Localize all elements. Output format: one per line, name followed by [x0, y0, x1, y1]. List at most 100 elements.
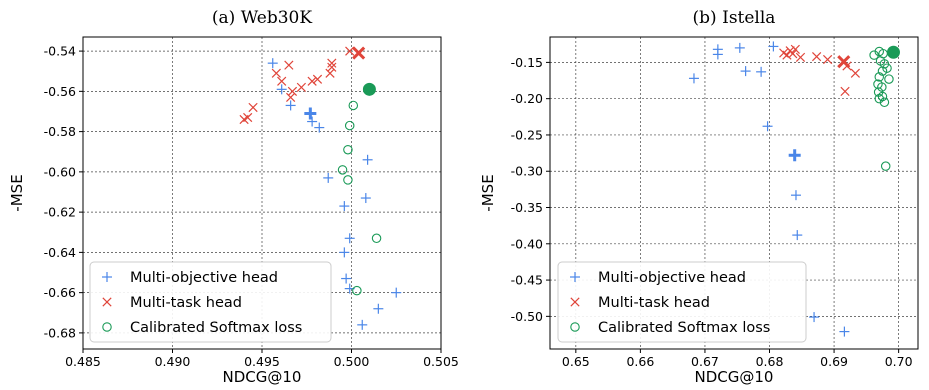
chart-panel-2: (b) Istella 0.65 0.66 0.67 0.68 0.69 0.70 -0.15…	[479, 8, 919, 386]
data-point	[874, 72, 885, 82]
data-point	[285, 100, 296, 111]
highlight-point	[837, 55, 851, 69]
data-point	[307, 116, 318, 127]
data-point	[344, 120, 355, 131]
data-point	[344, 233, 355, 244]
y-tick-label: -0.15	[511, 55, 543, 70]
data-point	[850, 68, 860, 78]
data-point	[712, 49, 723, 60]
data-point	[276, 84, 287, 95]
legend-box	[89, 261, 332, 343]
series-multi-task	[779, 44, 860, 97]
y-tick-label: -0.40	[511, 236, 543, 251]
y-tick-label: -0.60	[44, 164, 76, 179]
data-point	[880, 161, 891, 171]
data-point	[348, 100, 359, 111]
data-point	[339, 201, 350, 212]
legend-label: Multi-objective head	[130, 270, 278, 286]
legend-label: Multi-objective head	[598, 270, 746, 286]
series-multi-objective	[688, 41, 850, 337]
legend-marker	[570, 272, 580, 282]
data-point	[277, 76, 287, 86]
data-point	[734, 42, 745, 53]
y-tick-label: -0.35	[511, 200, 543, 215]
highlight-point	[362, 82, 376, 96]
data-point	[307, 76, 317, 86]
data-point	[271, 68, 281, 78]
series-calibrated	[869, 45, 900, 171]
x-tick-label: 0.490	[155, 354, 191, 369]
data-point	[352, 285, 362, 296]
chart-title: (b) Istella	[693, 8, 776, 28]
legend-box	[557, 261, 807, 343]
y-tick-label: -0.30	[511, 164, 543, 179]
x-tick-label: 0.65	[562, 354, 590, 369]
legend-label: Calibrated Softmax loss	[130, 320, 302, 336]
x-tick-label: 0.500	[334, 354, 370, 369]
y-axis-label: -MSE	[8, 174, 26, 211]
highlight-point	[304, 107, 317, 120]
y-tick-label: -0.66	[44, 285, 76, 300]
data-point	[822, 54, 833, 65]
data-point	[243, 112, 253, 123]
data-point	[339, 247, 350, 258]
y-tick-label: -0.20	[511, 91, 543, 106]
y-tick-label: -0.58	[44, 124, 76, 139]
y-tick-label: -0.54	[44, 44, 76, 59]
data-point	[343, 144, 353, 155]
x-axis-label: NDCG@10	[695, 368, 774, 386]
x-tick-label: 0.69	[820, 354, 848, 369]
data-point	[312, 74, 323, 84]
plot-area-frame	[549, 36, 919, 350]
x-tick-label: 0.485	[65, 354, 101, 369]
x-tick-label: 0.68	[756, 354, 784, 369]
data-point	[740, 66, 751, 77]
data-point	[357, 319, 368, 330]
data-point	[839, 326, 850, 337]
legend-label: Calibrated Softmax loss	[598, 320, 770, 336]
data-point	[812, 51, 822, 62]
data-point	[790, 190, 801, 201]
y-tick-label: -0.56	[44, 84, 76, 99]
legend: Multi-objective head Multi-task head Calib…	[557, 261, 807, 343]
series-multi-objective	[267, 58, 402, 330]
highlight-point	[352, 46, 366, 60]
data-point	[391, 287, 402, 298]
data-point	[325, 68, 335, 78]
series-calibrated	[337, 82, 382, 296]
data-point	[248, 102, 258, 113]
legend-marker	[570, 297, 580, 307]
data-point	[373, 303, 384, 314]
data-point	[362, 154, 373, 165]
y-tick-label: -0.62	[44, 205, 76, 220]
data-point	[287, 86, 298, 96]
data-point	[327, 62, 337, 72]
data-point	[877, 82, 887, 92]
data-point	[327, 58, 337, 68]
data-point	[782, 50, 792, 60]
data-point	[756, 66, 767, 77]
x-tick-label: 0.70	[885, 354, 913, 369]
legend-marker	[570, 322, 580, 332]
x-tick-label: 0.66	[626, 354, 654, 369]
y-tick-label: -0.45	[511, 273, 543, 288]
data-point	[688, 73, 699, 84]
highlight-point	[788, 149, 801, 162]
y-tick-label: -0.68	[44, 325, 76, 340]
data-point	[795, 52, 806, 62]
data-point	[768, 41, 779, 52]
chart-panel-1: (a) Web30K 0.485 0.490 0.495 0.500 0.505 -0.54…	[8, 8, 459, 386]
data-point	[286, 92, 296, 103]
y-tick-label: -0.25	[511, 127, 543, 142]
data-point	[792, 230, 803, 241]
data-point	[341, 273, 352, 284]
legend-marker	[102, 322, 112, 332]
legend-label: Multi-task head	[130, 295, 242, 311]
y-axis-label: -MSE	[479, 174, 497, 211]
y-tick-label: -0.50	[511, 309, 543, 324]
data-point	[284, 60, 294, 70]
data-point	[267, 58, 278, 69]
data-point	[877, 91, 888, 102]
data-point	[790, 44, 800, 54]
data-point	[314, 122, 325, 133]
